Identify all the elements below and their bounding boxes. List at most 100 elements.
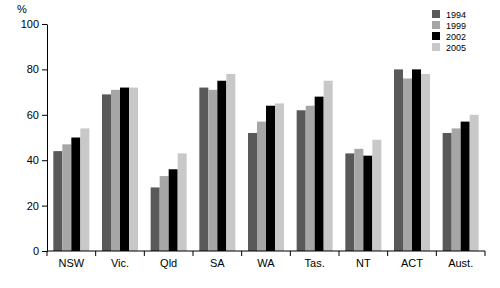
x-tick-label: Tas. <box>305 257 325 269</box>
category-separator <box>387 251 388 256</box>
y-tick-label: 0 <box>33 245 39 257</box>
bar-series <box>71 69 469 251</box>
bar <box>266 106 275 251</box>
x-tick: ACT <box>401 251 423 269</box>
x-tick-label: ACT <box>401 257 423 269</box>
category-separator <box>193 251 194 256</box>
bar <box>151 187 160 251</box>
y-tick-mark <box>42 160 47 161</box>
category-separator <box>339 251 340 256</box>
bar <box>345 153 354 251</box>
bar <box>169 169 178 251</box>
legend-entry: 2005 <box>432 43 466 53</box>
bar <box>217 81 226 251</box>
bar <box>363 156 372 251</box>
y-tick-mark <box>42 24 47 25</box>
x-tick: Tas. <box>305 251 325 269</box>
legend-swatch <box>432 10 440 18</box>
bar <box>443 133 452 251</box>
y-tick-label: 60 <box>27 109 39 121</box>
y-tick-mark <box>42 251 47 252</box>
category-separator <box>436 251 437 256</box>
category-separator <box>47 251 48 256</box>
bar <box>257 122 266 251</box>
y-tick: 0 <box>33 245 47 257</box>
legend-label: 2005 <box>446 43 466 53</box>
x-tick-label: Vic. <box>111 257 129 269</box>
bar <box>421 74 430 251</box>
y-tick-mark <box>42 69 47 70</box>
legend-label: 1999 <box>446 21 466 31</box>
bar <box>53 151 62 251</box>
y-tick-label: 100 <box>21 18 39 30</box>
legend-entry: 1999 <box>432 21 466 31</box>
x-tick-label: NT <box>356 257 371 269</box>
bar <box>315 97 324 251</box>
bar <box>297 110 306 251</box>
x-tick: Vic. <box>111 251 129 269</box>
y-axis-line <box>47 25 48 252</box>
bar-series <box>62 78 460 251</box>
category-separator <box>95 251 96 256</box>
y-tick-mark <box>42 115 47 116</box>
bar <box>372 140 381 251</box>
bar <box>111 90 120 251</box>
bar <box>208 90 217 251</box>
legend-entry: 2002 <box>432 32 466 42</box>
category-separators <box>47 251 485 256</box>
bar <box>226 74 235 251</box>
x-axis: NSW Vic. Qld SA WA Tas. NT ACT Aust. <box>47 251 485 269</box>
y-tick: 80 <box>27 63 47 75</box>
legend-swatch <box>432 32 440 40</box>
bar <box>129 88 138 251</box>
bar <box>412 69 421 251</box>
bar <box>71 138 80 252</box>
x-axis-line <box>47 251 485 252</box>
bar <box>160 176 169 251</box>
x-tick: SA <box>210 251 225 269</box>
x-tick-label: Qld <box>160 257 177 269</box>
bar <box>275 103 284 251</box>
y-tick-label: 80 <box>27 63 39 75</box>
bar <box>199 88 208 251</box>
legend-swatch <box>432 21 440 29</box>
legend-entry: 1994 <box>432 10 466 20</box>
x-tick: NSW <box>58 251 84 269</box>
bar <box>248 133 257 251</box>
legend-label: 1994 <box>446 10 466 20</box>
category-separator <box>290 251 291 256</box>
x-tick: Qld <box>160 251 177 269</box>
y-label: % <box>17 3 27 15</box>
category-separator <box>485 251 486 256</box>
legend-swatch <box>432 43 440 51</box>
bar <box>452 128 461 251</box>
x-tick-label: WA <box>257 257 275 269</box>
x-tick: Aust. <box>448 251 473 269</box>
bar <box>394 69 403 251</box>
legend: 1994199920022005 <box>432 10 466 53</box>
y-tick: 40 <box>27 154 47 166</box>
chart: 0 20 40 60 80 100 NSW Vic. Qld SA WA Tas. NT ACT Aust.… <box>0 0 500 288</box>
bar <box>178 153 187 251</box>
x-tick-label: Aust. <box>448 257 473 269</box>
x-tick: WA <box>257 251 275 269</box>
x-tick-label: NSW <box>58 257 84 269</box>
bar <box>354 149 363 251</box>
legend-label: 2002 <box>446 32 466 42</box>
bar-series <box>53 69 451 251</box>
bar <box>324 81 333 251</box>
y-tick: 60 <box>27 109 47 121</box>
y-axis: 0 20 40 60 80 100 <box>21 18 48 257</box>
category-separator <box>241 251 242 256</box>
bar <box>102 94 111 251</box>
y-tick-label: 40 <box>27 154 39 166</box>
x-tick-label: SA <box>210 257 225 269</box>
y-tick-mark <box>42 206 47 207</box>
bar <box>120 88 129 251</box>
bar <box>80 128 89 251</box>
bars <box>53 69 478 251</box>
bar <box>62 144 71 251</box>
y-tick-label: 20 <box>27 200 39 212</box>
bar <box>306 106 315 251</box>
bar-series <box>80 74 478 251</box>
